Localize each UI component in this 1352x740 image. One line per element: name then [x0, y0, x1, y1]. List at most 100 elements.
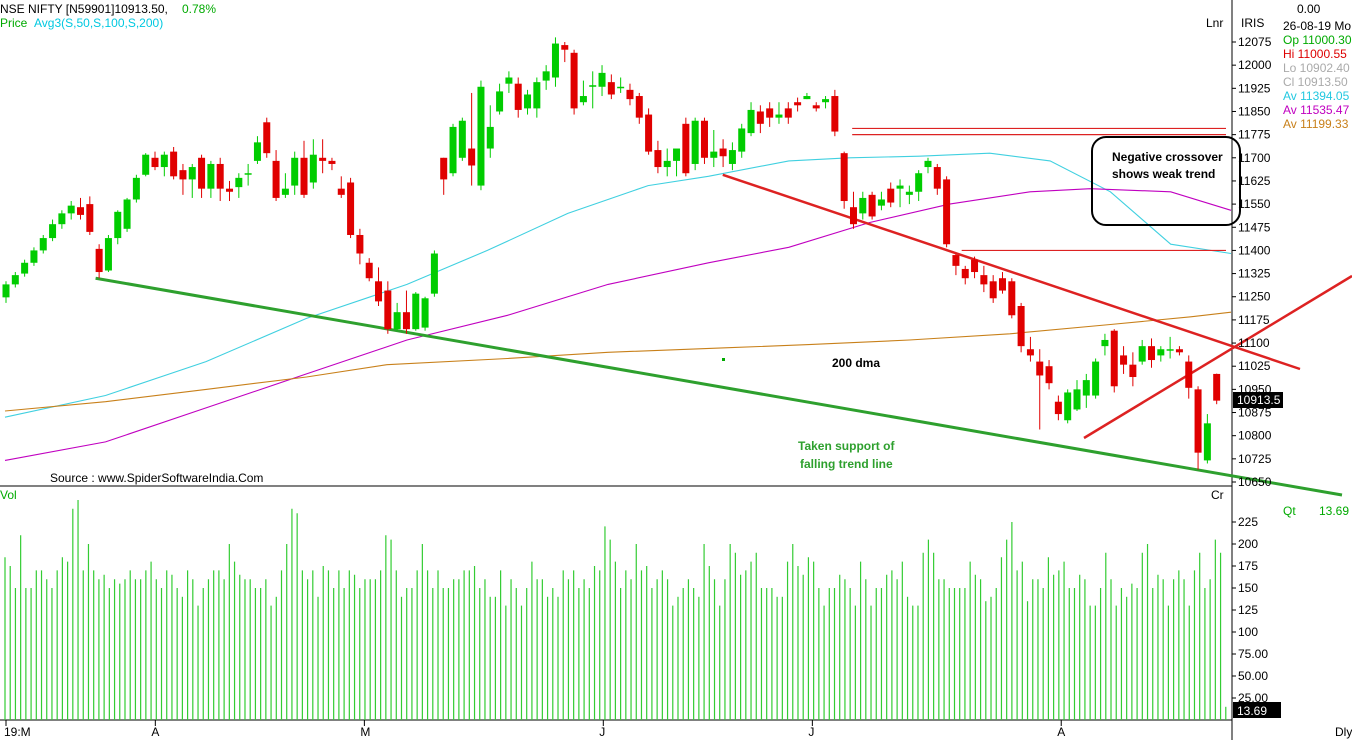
- dma-label: 200 dma: [832, 356, 880, 370]
- candle-body: [971, 259, 979, 273]
- candle-body: [952, 255, 960, 266]
- price-tick-label: 12075: [1238, 35, 1272, 49]
- candle-body: [468, 148, 476, 166]
- volume-tick-label: 150: [1238, 581, 1258, 595]
- candle-body: [728, 150, 736, 164]
- candle-body: [831, 96, 839, 132]
- candle-body: [1147, 346, 1155, 361]
- candle-body: [477, 86, 485, 186]
- candle-body: [1017, 306, 1025, 347]
- price-tick-label: 11925: [1238, 81, 1271, 95]
- candle-body: [123, 199, 131, 229]
- info-high: Hi 11000.55: [1283, 47, 1347, 61]
- candle-body: [868, 194, 876, 217]
- candle-body: [766, 108, 774, 118]
- candle-body: [915, 173, 923, 192]
- candle-body: [198, 157, 206, 189]
- crossover-callout-line1: Negative crossover: [1112, 150, 1223, 164]
- candle-body: [319, 157, 327, 161]
- candle-body: [86, 204, 94, 232]
- current-price-value: 10913.5: [1237, 393, 1281, 407]
- candle-body: [170, 151, 178, 177]
- volume-bars: [4, 500, 1227, 720]
- candle-body: [607, 82, 615, 95]
- candle-body: [384, 290, 392, 330]
- candle-body: [626, 89, 634, 100]
- candle-body: [849, 207, 857, 225]
- candle-body: [756, 111, 764, 124]
- candle-body: [840, 153, 848, 202]
- candle-body: [933, 167, 941, 189]
- candle-body: [598, 72, 606, 87]
- falling-support-trendline: [95, 276, 1343, 497]
- candle-body: [1092, 361, 1100, 396]
- sma-50-line: [4, 152, 1232, 418]
- candle-body: [645, 114, 653, 152]
- candle-body: [1054, 401, 1062, 415]
- candle-body: [1138, 346, 1146, 362]
- candle-body: [570, 52, 578, 109]
- candle-body: [263, 122, 271, 154]
- candle-body: [30, 250, 38, 263]
- price-tick-label: 11550: [1238, 197, 1271, 211]
- volume-axis: 25.00 50.00 75.00 100 125 150 175 200 225: [1232, 515, 1268, 705]
- candle-body: [1166, 349, 1174, 351]
- volume-tick-label: 200: [1238, 537, 1258, 551]
- candle-body: [430, 253, 438, 294]
- candle-body: [226, 188, 234, 192]
- source-tag: IRIS: [1241, 16, 1264, 30]
- candle-body: [822, 99, 830, 103]
- candle-body: [412, 293, 420, 330]
- candle-body: [328, 160, 336, 164]
- price-tick-label: 12000: [1238, 58, 1272, 72]
- time-axis: 19:M A M J J A: [4, 720, 1065, 739]
- price-tick-label: 10725: [1238, 452, 1272, 466]
- info-top-value: 0.00: [1297, 2, 1321, 16]
- scale-label: Lnr: [1206, 16, 1223, 30]
- source-label: Source : www.SpiderSoftwareIndia.Com: [50, 471, 263, 485]
- info-close: Cl 10913.50: [1283, 75, 1348, 89]
- candle-body: [654, 150, 662, 168]
- candle-body: [253, 142, 261, 161]
- qt-value: 13.69: [1319, 504, 1349, 518]
- volume-tick-label: 175: [1238, 559, 1258, 573]
- candle-body: [132, 177, 140, 200]
- qt-label: Qt: [1283, 504, 1296, 518]
- candle-body: [347, 182, 355, 235]
- candle-body: [188, 167, 196, 180]
- candle-body: [812, 105, 820, 109]
- price-axis: 1065010725108001087510950110251110011175…: [1232, 35, 1272, 489]
- price-tick-label: 11100: [1238, 336, 1270, 350]
- sma-200-line: [4, 311, 1232, 412]
- candle-body: [738, 128, 746, 152]
- candle-body: [375, 281, 383, 302]
- dma-marker: [722, 358, 725, 361]
- candle-body: [551, 43, 559, 78]
- candle-body: [440, 157, 448, 180]
- falling-resistance-trendline: [722, 173, 1301, 371]
- time-tick-label: J: [599, 725, 605, 739]
- candle-body: [114, 211, 122, 239]
- volume-tick-label: 125: [1238, 603, 1258, 617]
- time-tick-label: A: [1057, 725, 1065, 739]
- candle-body: [691, 120, 699, 164]
- price-tick-label: 10875: [1238, 406, 1272, 420]
- price-label: Price: [0, 16, 28, 30]
- candle-body: [421, 298, 429, 328]
- chart-change: 0.78%: [182, 2, 216, 16]
- info-avg-200: Av 11199.33: [1283, 117, 1349, 131]
- info-avg-50: Av 11394.05: [1283, 89, 1350, 103]
- candle-body: [542, 71, 550, 81]
- price-tick-label: 11625: [1238, 174, 1271, 188]
- candle-body: [1194, 389, 1202, 453]
- candle-body: [905, 191, 913, 195]
- candle-body: [216, 163, 224, 189]
- candle-body: [989, 281, 997, 299]
- candle-body: [58, 213, 66, 225]
- price-tick-label: 11700: [1238, 151, 1271, 165]
- trend-lines: [95, 173, 1352, 497]
- candle-body: [1175, 349, 1183, 353]
- price-tick-label: 10650: [1238, 475, 1272, 489]
- candle-body: [1045, 366, 1053, 384]
